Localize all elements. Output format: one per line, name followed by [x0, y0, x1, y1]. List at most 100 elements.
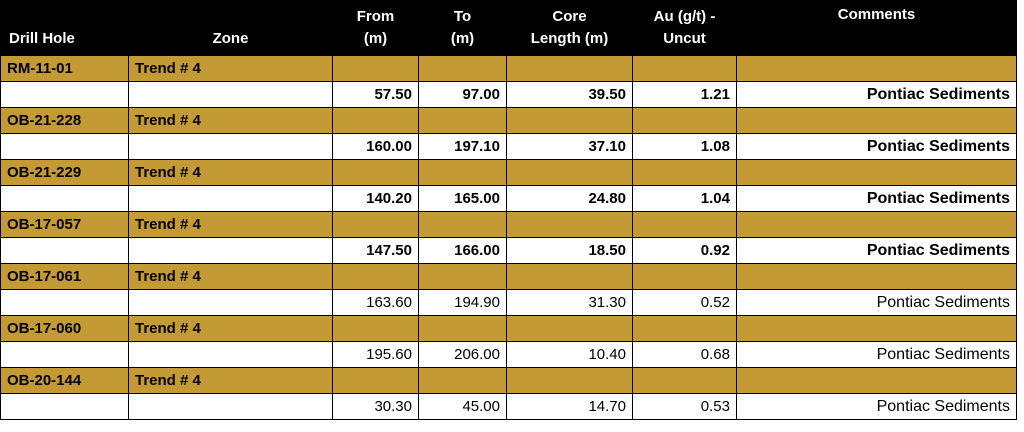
- empty-cell: [736, 107, 1017, 134]
- value-cell: 1.04: [632, 185, 737, 212]
- interval-row: 163.60 194.90 31.30 0.52 Pontiac Sediments: [0, 289, 1017, 316]
- header-text: Length (m): [530, 30, 609, 47]
- interval-row: 147.50 166.00 18.50 0.92 Pontiac Sediments: [0, 237, 1017, 264]
- empty-cell: [128, 393, 333, 420]
- empty-cell: [632, 211, 737, 238]
- hole-row: OB-17-057 Trend # 4: [0, 211, 1017, 238]
- empty-cell: [632, 315, 737, 342]
- empty-cell: [506, 263, 633, 290]
- drill-hole: OB-21-228: [0, 107, 129, 134]
- value-cell: 14.70: [506, 393, 633, 420]
- value-cell: Pontiac Sediments: [736, 185, 1017, 212]
- drill-hole: OB-17-060: [0, 315, 129, 342]
- hole-row: RM-11-01 Trend # 4: [0, 55, 1017, 82]
- header-text: Au (g/t) -: [653, 8, 716, 25]
- empty-cell: [736, 55, 1017, 82]
- header-stack: Core Length (m): [508, 2, 632, 55]
- value-cell: 31.30: [506, 289, 633, 316]
- value-cell: 0.68: [632, 341, 737, 368]
- empty-cell: [506, 315, 633, 342]
- interval-row: 140.20 165.00 24.80 1.04 Pontiac Sediments: [0, 185, 1017, 212]
- header-cell: Comments: [736, 0, 1017, 56]
- value-cell: 97.00: [418, 81, 507, 108]
- empty-cell: [128, 81, 333, 108]
- value-cell: Pontiac Sediments: [736, 341, 1017, 368]
- empty-cell: [332, 263, 419, 290]
- header-text: Zone: [212, 30, 249, 47]
- value-cell: 194.90: [418, 289, 507, 316]
- empty-cell: [632, 263, 737, 290]
- header-cell: From (m): [332, 0, 419, 56]
- header-cell: Au (g/t) - Uncut: [632, 0, 737, 56]
- header-text: To: [453, 8, 472, 25]
- value-cell: 147.50: [332, 237, 419, 264]
- drill-hole: OB-17-057: [0, 211, 129, 238]
- drill-hole: OB-20-144: [0, 367, 129, 394]
- header-cell: Core Length (m): [506, 0, 633, 56]
- empty-cell: [736, 159, 1017, 186]
- empty-cell: [0, 237, 129, 264]
- header-stack: Drill Hole: [2, 2, 128, 55]
- value-cell: 45.00: [418, 393, 507, 420]
- value-cell: 206.00: [418, 341, 507, 368]
- drill-hole: RM-11-01: [0, 55, 129, 82]
- header-text: Drill Hole: [9, 30, 75, 47]
- header-text: (m): [450, 30, 475, 47]
- empty-cell: [0, 133, 129, 160]
- zone: Trend # 4: [128, 107, 333, 134]
- drill-table: Drill Hole Zone From (m) To (m) Core Length (m)…: [0, 0, 1017, 420]
- empty-cell: [632, 367, 737, 394]
- value-cell: 160.00: [332, 133, 419, 160]
- empty-cell: [128, 237, 333, 264]
- empty-cell: [506, 107, 633, 134]
- zone: Trend # 4: [128, 211, 333, 238]
- interval-row: 195.60 206.00 10.40 0.68 Pontiac Sediments: [0, 341, 1017, 368]
- drill-hole: OB-17-061: [0, 263, 129, 290]
- interval-row: 160.00 197.10 37.10 1.08 Pontiac Sediments: [0, 133, 1017, 160]
- empty-cell: [0, 185, 129, 212]
- table-body: Drill Hole Zone From (m) To (m) Core Length (m)…: [0, 0, 1017, 420]
- value-cell: 140.20: [332, 185, 419, 212]
- empty-cell: [632, 107, 737, 134]
- interval-row: 30.30 45.00 14.70 0.53 Pontiac Sediments: [0, 393, 1017, 420]
- empty-cell: [0, 341, 129, 368]
- value-cell: Pontiac Sediments: [736, 289, 1017, 316]
- value-cell: Pontiac Sediments: [736, 133, 1017, 160]
- empty-cell: [418, 211, 507, 238]
- value-cell: 195.60: [332, 341, 419, 368]
- empty-cell: [332, 367, 419, 394]
- empty-cell: [128, 133, 333, 160]
- empty-cell: [332, 315, 419, 342]
- header-cell: Drill Hole: [0, 0, 129, 56]
- hole-row: OB-21-229 Trend # 4: [0, 159, 1017, 186]
- value-cell: Pontiac Sediments: [736, 237, 1017, 264]
- empty-cell: [418, 107, 507, 134]
- value-cell: 1.08: [632, 133, 737, 160]
- empty-cell: [418, 367, 507, 394]
- empty-cell: [736, 211, 1017, 238]
- header-stack: To (m): [420, 2, 506, 55]
- header-row: Drill Hole Zone From (m) To (m) Core Length (m)…: [0, 0, 1017, 56]
- value-cell: 197.10: [418, 133, 507, 160]
- empty-cell: [506, 55, 633, 82]
- empty-cell: [332, 159, 419, 186]
- value-cell: 163.60: [332, 289, 419, 316]
- empty-cell: [332, 211, 419, 238]
- value-cell: Pontiac Sediments: [736, 393, 1017, 420]
- value-cell: 0.92: [632, 237, 737, 264]
- value-cell: 166.00: [418, 237, 507, 264]
- empty-cell: [506, 159, 633, 186]
- value-cell: 39.50: [506, 81, 633, 108]
- header-stack: Zone: [130, 2, 332, 55]
- value-cell: 1.21: [632, 81, 737, 108]
- header-text: From: [356, 8, 395, 25]
- hole-row: OB-17-060 Trend # 4: [0, 315, 1017, 342]
- empty-cell: [736, 367, 1017, 394]
- value-cell: 57.50: [332, 81, 419, 108]
- value-cell: Pontiac Sediments: [736, 81, 1017, 108]
- value-cell: 10.40: [506, 341, 633, 368]
- zone: Trend # 4: [128, 263, 333, 290]
- value-cell: 37.10: [506, 133, 633, 160]
- value-cell: 0.53: [632, 393, 737, 420]
